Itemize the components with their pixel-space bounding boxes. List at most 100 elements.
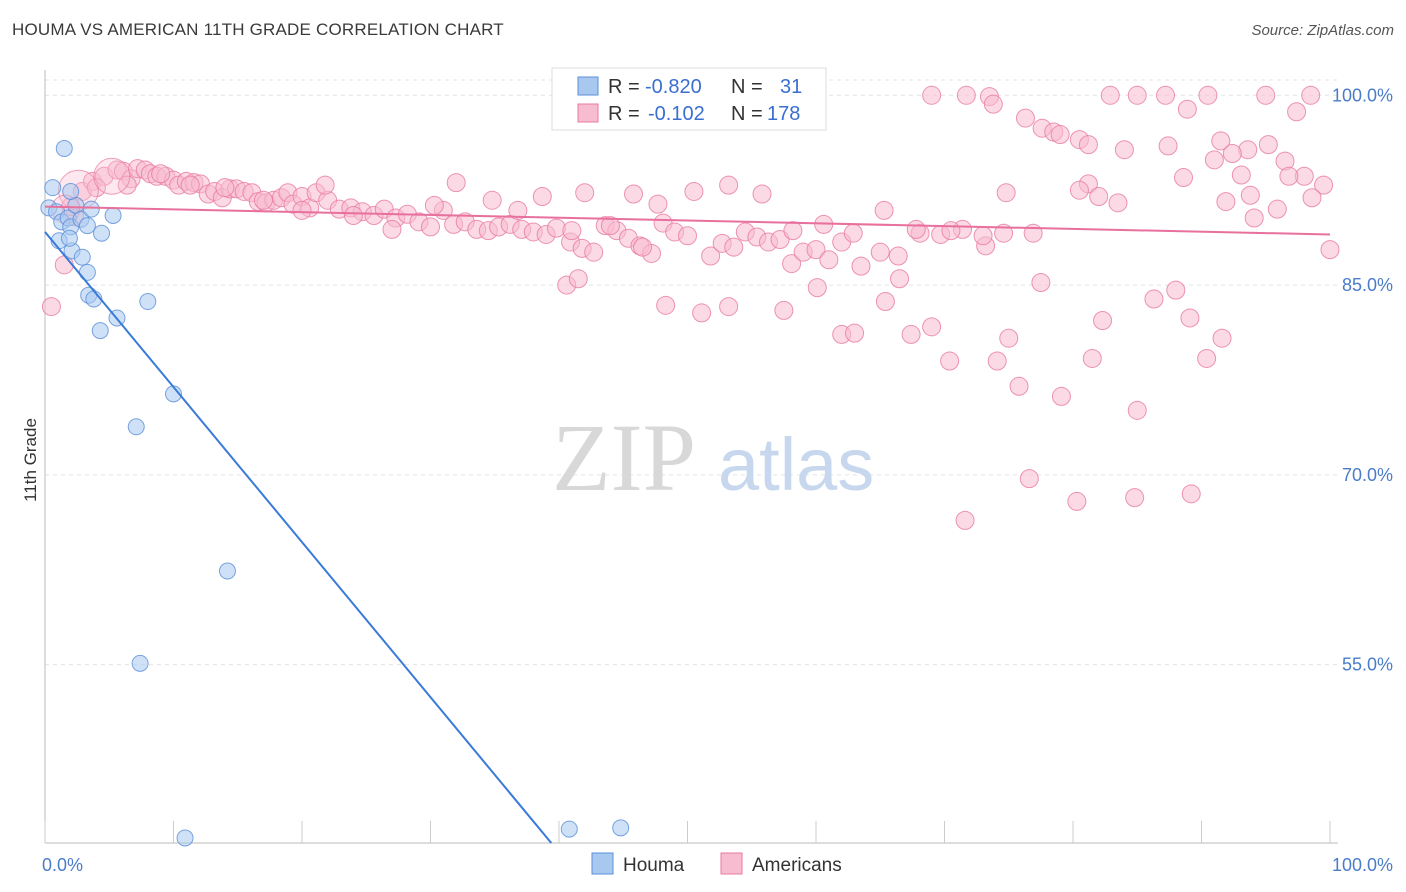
americans-point — [1279, 166, 1299, 186]
americans-point — [315, 175, 335, 195]
americans-point — [922, 317, 942, 337]
legend-n-label-americans: N = — [731, 103, 763, 125]
y-axis-label: 11th Grade — [21, 418, 40, 502]
americans-point — [1267, 199, 1287, 219]
bottom-legend-swatch-houma — [591, 852, 614, 875]
americans-point — [482, 190, 502, 210]
americans-point — [86, 178, 106, 198]
americans-point — [922, 85, 942, 105]
americans-point — [41, 297, 61, 317]
houma-point — [104, 206, 122, 224]
americans-point — [1177, 99, 1197, 119]
houma-point — [91, 322, 109, 340]
americans-point — [724, 237, 744, 257]
americans-cluster-point — [93, 157, 131, 195]
americans-point — [1301, 85, 1321, 105]
americans-point — [901, 324, 921, 344]
americans-point — [292, 200, 312, 220]
americans-point — [1015, 108, 1035, 128]
houma-point — [55, 139, 73, 157]
americans-point — [633, 237, 653, 257]
watermark: ZIP atlas — [552, 404, 874, 511]
americans-point — [782, 254, 802, 274]
legend-n-value-americans: 178 — [767, 103, 800, 125]
legend-r-label-americans: R = — [608, 103, 640, 125]
houma-point — [78, 263, 96, 281]
chart-title: HOUMA VS AMERICAN 11TH GRADE CORRELATION… — [12, 20, 504, 39]
houma-point — [82, 200, 100, 218]
houma-trend-line — [44, 231, 553, 844]
americans-point — [1197, 348, 1217, 368]
americans-point — [1114, 140, 1134, 160]
americans-point — [1082, 348, 1102, 368]
americans-point — [1211, 131, 1231, 151]
trend-lines — [44, 205, 1331, 844]
houma-point — [62, 182, 80, 200]
americans-point — [752, 184, 772, 204]
americans-point — [1100, 85, 1120, 105]
americans-point — [424, 195, 444, 215]
americans-point — [1258, 135, 1278, 155]
americans-point — [1144, 289, 1164, 309]
houma-point — [612, 819, 630, 837]
americans-point — [508, 200, 528, 220]
americans-point — [719, 297, 739, 317]
americans-point — [1127, 85, 1147, 105]
watermark-atlas: atlas — [718, 423, 874, 506]
houma-point — [73, 248, 91, 266]
y-tick-label: 55.0% — [1342, 655, 1393, 675]
x-tick-label-max: 100.0% — [1332, 855, 1393, 875]
americans-point — [1050, 125, 1070, 145]
houma-point — [218, 562, 236, 580]
americans-point — [1240, 185, 1260, 205]
americans-point — [940, 351, 960, 371]
americans-point — [1069, 180, 1089, 200]
americans-point — [701, 246, 721, 266]
americans-point — [1125, 488, 1145, 508]
americans-point — [875, 292, 895, 312]
americans-point — [1078, 135, 1098, 155]
americans-point — [1287, 102, 1307, 122]
americans-point — [1166, 280, 1186, 300]
americans-point — [1212, 328, 1232, 348]
americans-point — [1127, 400, 1147, 420]
americans-point — [845, 323, 865, 343]
americans-point — [1019, 469, 1039, 489]
americans-point — [1231, 165, 1251, 185]
americans-point — [1198, 85, 1218, 105]
americans-point — [648, 194, 668, 214]
americans-point — [1174, 168, 1194, 188]
americans-point — [562, 221, 582, 241]
americans-point — [1108, 193, 1128, 213]
americans-point — [180, 175, 200, 195]
americans-point — [684, 181, 704, 201]
americans-point — [874, 200, 894, 220]
americans-point — [1244, 208, 1264, 228]
y-tick-label: 70.0% — [1342, 465, 1393, 485]
americans-point — [994, 223, 1014, 243]
americans-point — [532, 187, 552, 207]
legend-r-value-houma: -0.820 — [645, 76, 702, 98]
americans-point — [1093, 310, 1113, 330]
legend-box: R = -0.820 N = 31 R = -0.102 N = 178 — [551, 67, 827, 131]
americans-point — [843, 223, 863, 243]
americans-point — [983, 94, 1003, 114]
houma-point — [60, 229, 78, 247]
americans-point — [678, 226, 697, 246]
americans-point — [600, 216, 620, 236]
houma-point — [93, 224, 111, 242]
americans-point — [719, 175, 739, 195]
americans-point — [656, 295, 676, 315]
americans-point — [1156, 85, 1176, 105]
series-houma — [40, 139, 630, 847]
americans-point — [870, 242, 890, 262]
bottom-legend-label-americans: Americans — [752, 855, 842, 876]
legend-r-label-houma: R = — [608, 76, 640, 98]
houma-point — [78, 217, 96, 235]
americans-point — [1320, 240, 1340, 260]
americans-trend-line — [44, 205, 1331, 236]
houma-point — [139, 293, 157, 311]
americans-point — [987, 351, 1007, 371]
americans-point — [421, 217, 440, 237]
americans-point — [851, 256, 871, 276]
